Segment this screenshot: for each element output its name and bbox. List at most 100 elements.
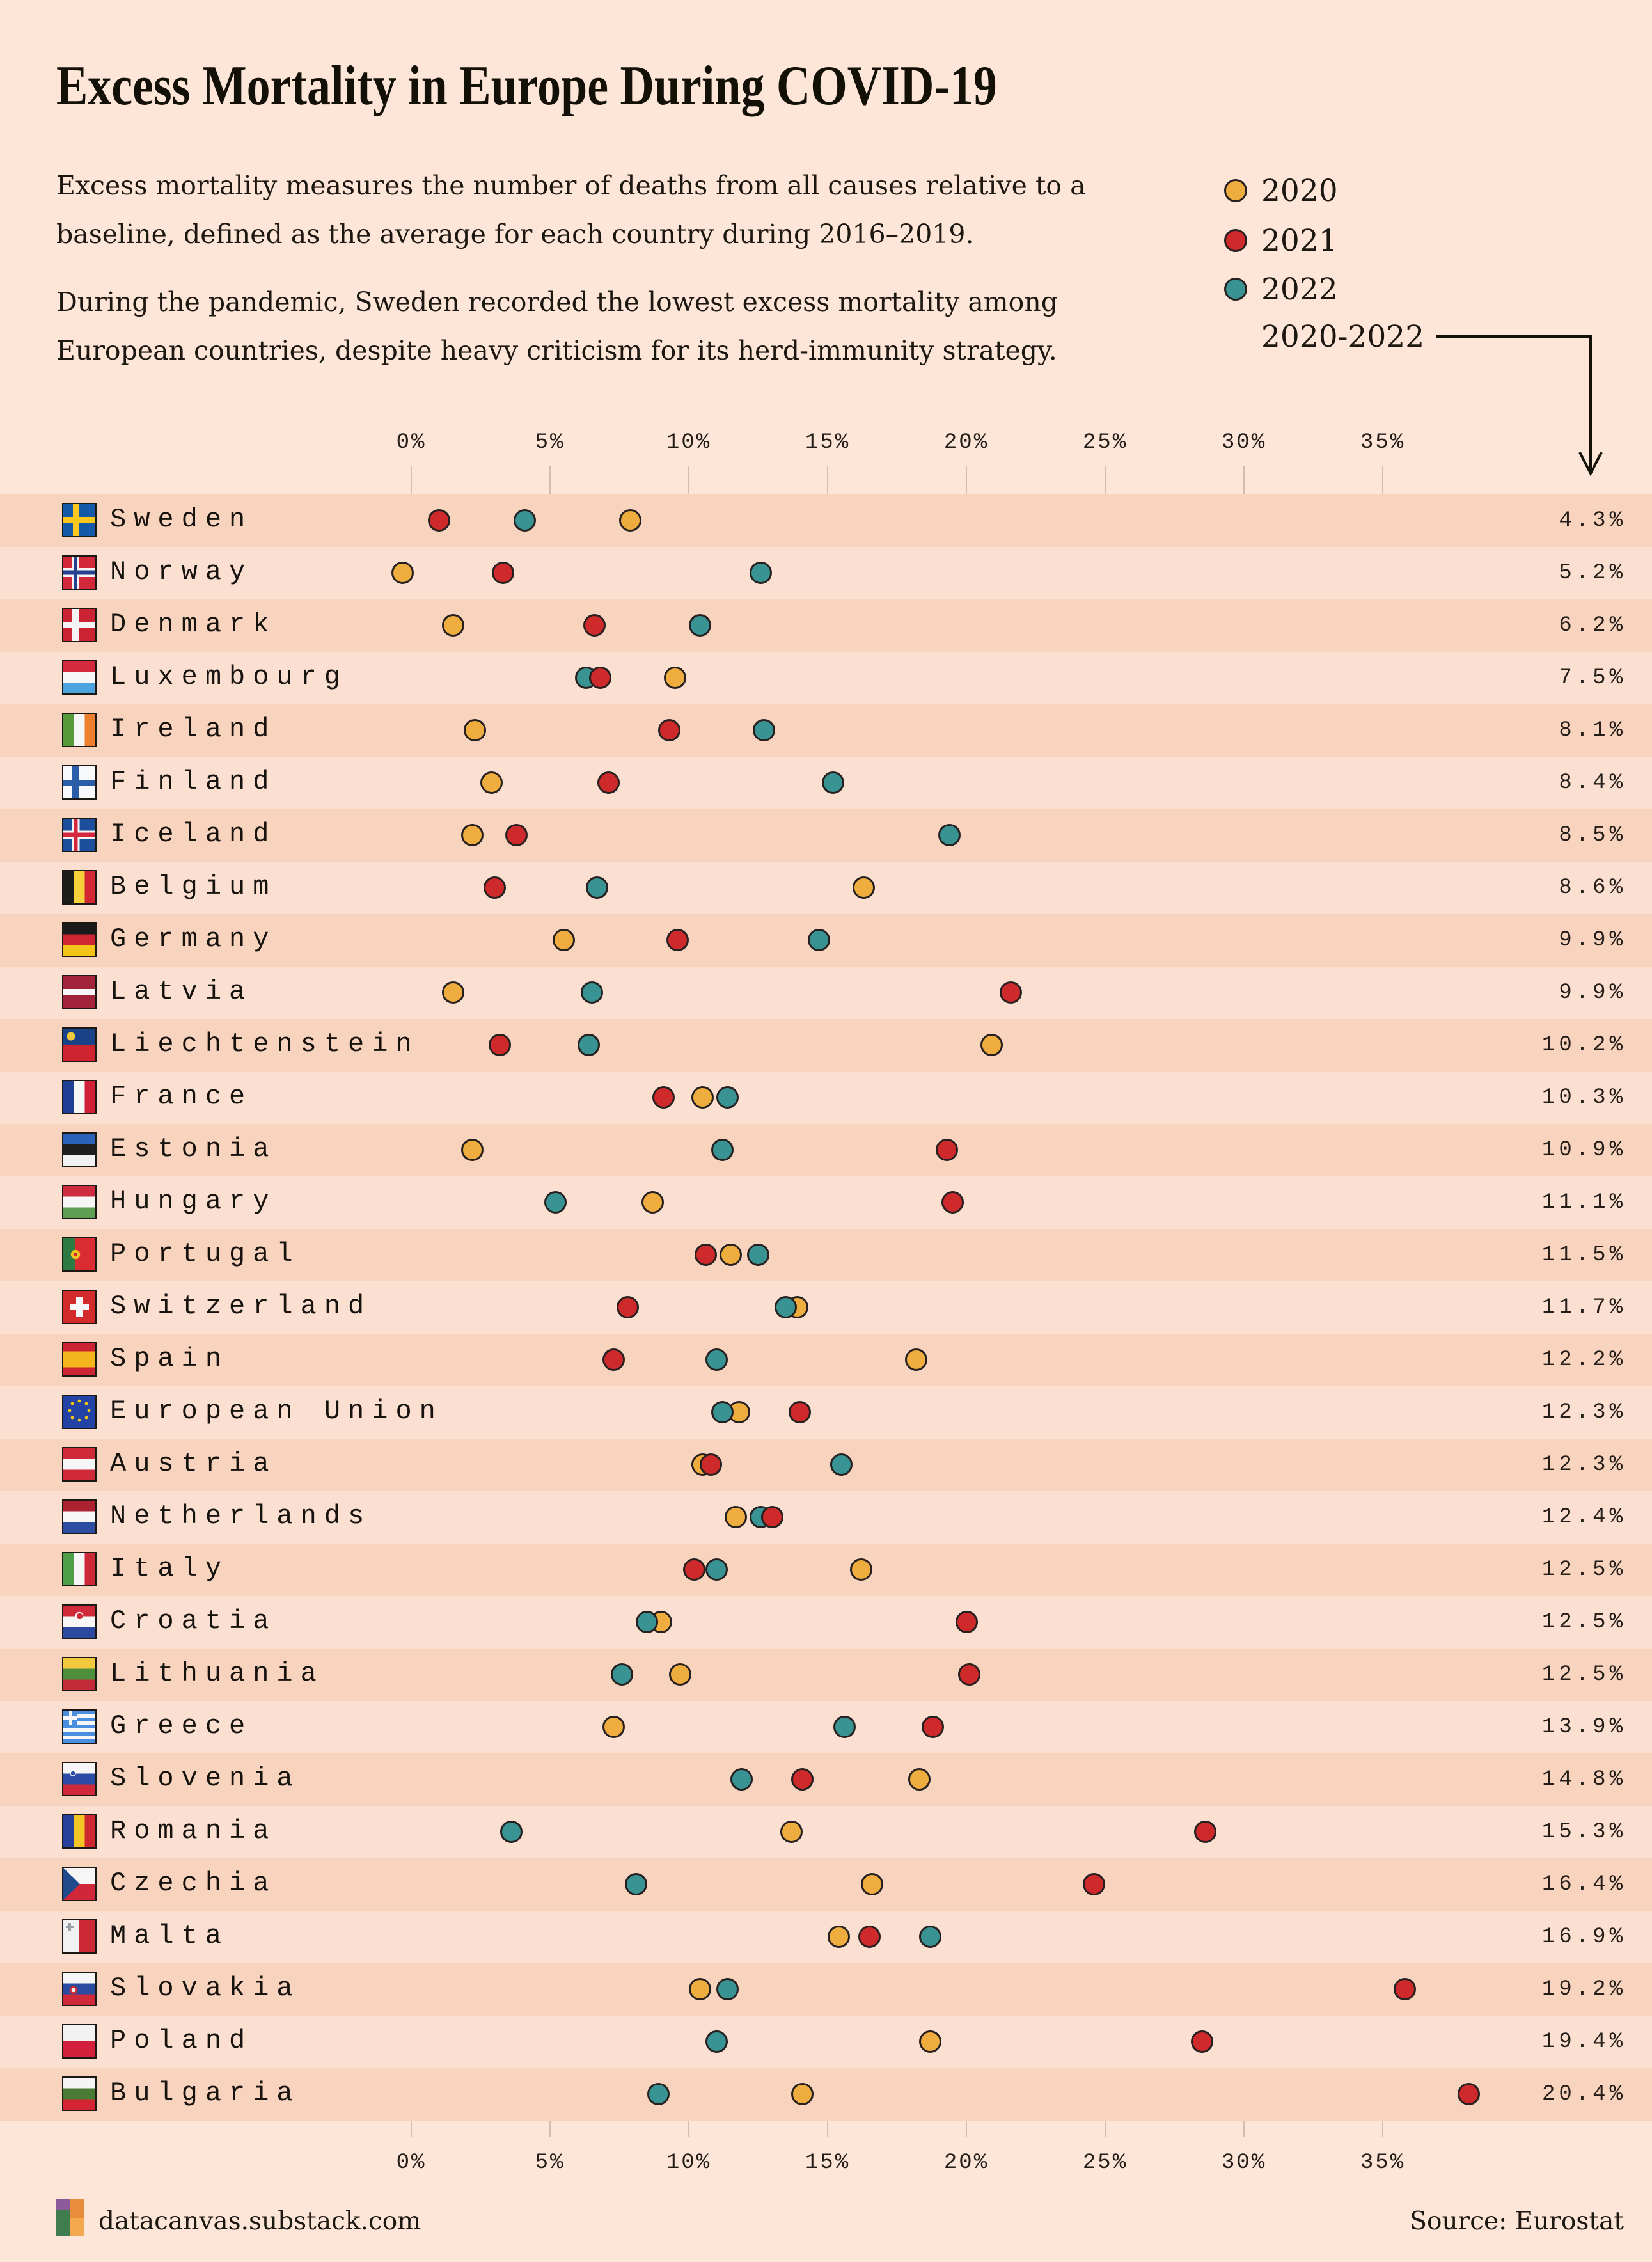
- row-romania: Romania 15.3%: [0, 1806, 1652, 1858]
- flag-icon-slovenia: [62, 1762, 97, 1796]
- data-point-2022: [833, 1716, 856, 1738]
- data-point-2021: [483, 876, 506, 899]
- x-tick-10: 10%: [666, 2151, 712, 2175]
- data-point-2022: [705, 2030, 728, 2053]
- total-2020-2022: 10.2%: [1541, 1033, 1626, 1057]
- data-point-2020: [860, 1873, 883, 1895]
- legend-dot-2021-icon: [1224, 229, 1247, 252]
- total-2020-2022: 19.4%: [1541, 2030, 1626, 2054]
- data-point-2021: [1191, 2030, 1214, 2053]
- row-spain: Spain 12.2%: [0, 1334, 1652, 1386]
- flag-icon-iceland: [62, 818, 97, 852]
- country-label: Czechia: [110, 1868, 277, 1899]
- total-2020-2022: 7.5%: [1559, 666, 1626, 690]
- flag-icon-portugal: [62, 1237, 97, 1272]
- row-lithuania: Lithuania 12.5%: [0, 1649, 1652, 1701]
- row-poland: Poland 19.4%: [0, 2016, 1652, 2068]
- x-tick-0: 0%: [396, 431, 427, 455]
- data-point-2021: [941, 1191, 964, 1214]
- data-point-2021: [955, 1611, 978, 1633]
- data-point-2020: [464, 719, 487, 741]
- country-label: Sweden: [110, 504, 253, 535]
- footer-site-link[interactable]: datacanvas.substack.com: [98, 2207, 421, 2236]
- total-2020-2022: 9.9%: [1559, 981, 1626, 1005]
- data-point-2021: [1083, 1873, 1106, 1895]
- total-2020-2022: 15.3%: [1541, 1820, 1626, 1844]
- data-point-2022: [611, 1663, 634, 1686]
- data-point-2022: [938, 824, 961, 846]
- flag-icon-finland: [62, 765, 97, 800]
- total-2020-2022: 12.3%: [1541, 1400, 1626, 1425]
- data-point-2022: [711, 1139, 734, 1161]
- total-2020-2022: 11.1%: [1541, 1190, 1626, 1215]
- flag-icon-germany: [62, 922, 97, 957]
- data-point-2022: [830, 1453, 853, 1476]
- data-point-2021: [602, 1348, 625, 1371]
- data-point-2020: [691, 1086, 714, 1109]
- data-point-2020: [791, 2083, 814, 2105]
- data-point-2021: [597, 771, 620, 794]
- data-point-2020: [480, 771, 503, 794]
- data-point-2020: [441, 981, 464, 1004]
- total-2020-2022: 16.4%: [1541, 1872, 1626, 1897]
- data-point-2022: [822, 771, 845, 794]
- flag-icon-greece: [62, 1709, 97, 1744]
- data-point-2022: [578, 1034, 601, 1056]
- country-label: Liechtenstein: [110, 1029, 420, 1060]
- country-label: Germany: [110, 924, 277, 955]
- total-2020-2022: 12.4%: [1541, 1505, 1626, 1530]
- country-label: France: [110, 1081, 253, 1112]
- data-point-2022: [730, 1768, 753, 1791]
- flag-icon-estonia: [62, 1132, 97, 1167]
- x-tick-30: 30%: [1221, 2151, 1267, 2175]
- flag-icon-netherlands: [62, 1499, 97, 1534]
- flag-icon-european-union: [62, 1395, 97, 1429]
- data-point-2021: [489, 1034, 512, 1056]
- total-2020-2022: 8.1%: [1559, 718, 1626, 743]
- data-point-2022: [747, 1244, 769, 1266]
- data-point-2021: [588, 667, 611, 689]
- legend-dot-2022-icon: [1224, 278, 1247, 301]
- legend-label-2020: 2020: [1261, 173, 1338, 209]
- data-point-2021: [694, 1244, 717, 1266]
- flag-icon-bulgaria: [62, 2076, 97, 2111]
- footer-source: Source: Eurostat: [1410, 2207, 1624, 2236]
- intro-line-4: European countries, despite heavy critic…: [56, 335, 1057, 366]
- total-2020-2022: 12.5%: [1541, 1610, 1626, 1634]
- data-point-2020: [688, 1978, 711, 2000]
- row-estonia: Estonia 10.9%: [0, 1124, 1652, 1176]
- data-point-2020: [852, 876, 875, 899]
- data-point-2020: [669, 1663, 692, 1686]
- country-label: Finland: [110, 766, 277, 798]
- flag-icon-ireland: [62, 713, 97, 747]
- country-label: Netherlands: [110, 1501, 372, 1532]
- row-latvia: Latvia 9.9%: [0, 967, 1652, 1019]
- data-point-2020: [553, 929, 576, 951]
- data-point-2020: [780, 1821, 803, 1843]
- data-point-2020: [441, 614, 464, 637]
- data-point-2020: [725, 1506, 748, 1528]
- data-point-2020: [391, 562, 414, 584]
- intro-line-2: baseline, defined as the average for eac…: [56, 219, 974, 249]
- data-point-2022: [750, 562, 773, 584]
- data-point-2021: [683, 1558, 706, 1581]
- row-switzerland: Switzerland 11.7%: [0, 1281, 1652, 1334]
- total-2020-2022: 20.4%: [1541, 2082, 1626, 2107]
- data-point-2022: [586, 876, 609, 899]
- legend-label-2021: 2021: [1261, 223, 1338, 258]
- country-label: Latvia: [110, 976, 253, 1008]
- flag-icon-latvia: [62, 975, 97, 1009]
- data-point-2020: [460, 1139, 484, 1161]
- data-point-2020: [641, 1191, 665, 1214]
- x-tick-20: 20%: [943, 431, 989, 455]
- legend-dot-2020-icon: [1224, 179, 1247, 202]
- total-2020-2022: 12.5%: [1541, 1558, 1626, 1582]
- x-tick-15: 15%: [805, 431, 851, 455]
- flag-icon-romania: [62, 1814, 97, 1849]
- country-label: Portugal: [110, 1238, 301, 1270]
- data-point-2021: [658, 719, 681, 741]
- data-point-2020: [663, 667, 686, 689]
- data-point-2022: [705, 1558, 728, 1581]
- data-point-2021: [791, 1768, 814, 1791]
- flag-icon-italy: [62, 1552, 97, 1586]
